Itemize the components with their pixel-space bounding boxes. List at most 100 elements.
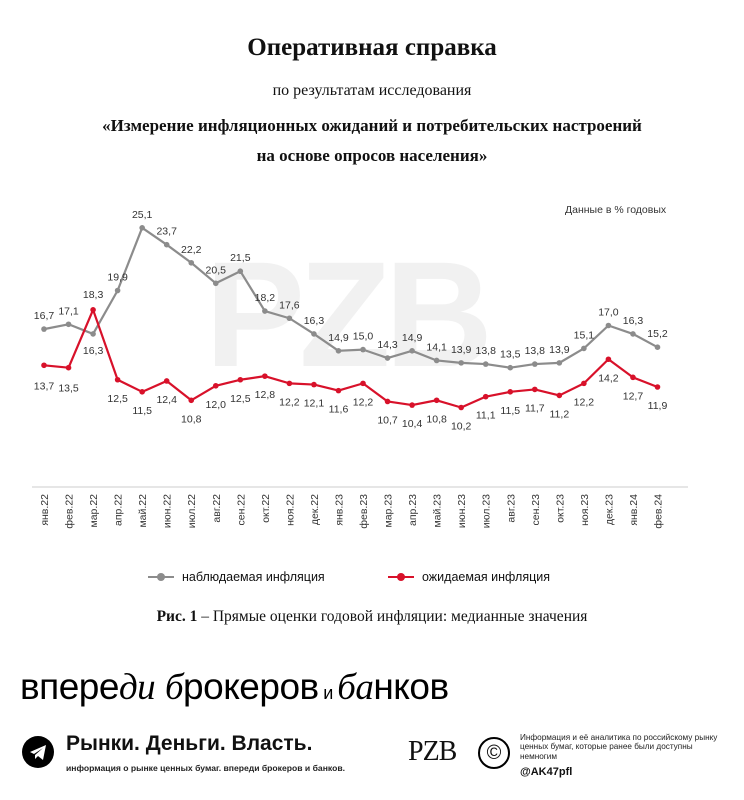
observed-point (90, 331, 96, 337)
units-note: Данные в % годовых (565, 204, 667, 216)
observed-data-label: 20,5 (206, 264, 227, 276)
observed-point (262, 308, 268, 314)
observed-data-label: 18,2 (255, 292, 276, 304)
observed-point (630, 331, 636, 337)
observed-data-label: 17,1 (58, 305, 79, 317)
x-tick-label: сен.23 (530, 494, 542, 526)
expected-point (384, 398, 391, 405)
x-tick-label: янв.23 (333, 494, 345, 526)
x-tick-label: сен.22 (235, 494, 247, 526)
observed-data-label: 14,3 (377, 339, 398, 351)
expected-data-label: 13,5 (58, 383, 79, 395)
expected-point (556, 392, 563, 399)
expected-point (188, 397, 195, 404)
x-tick-label: июл.22 (186, 494, 198, 528)
slogan-part: и (318, 683, 338, 703)
expected-point (41, 362, 47, 369)
expected-point (286, 380, 293, 387)
observed-data-label: 15,2 (647, 328, 668, 340)
legend-observed: наблюдаемая инфляция (148, 570, 325, 584)
observed-point (114, 287, 121, 294)
observed-point (581, 345, 587, 352)
expected-inflation-line (43, 308, 658, 409)
expected-point (65, 364, 72, 371)
expected-point (433, 397, 440, 404)
expected-data-label: 11,5 (500, 405, 520, 417)
slogan-part: б (164, 667, 184, 708)
expected-point (507, 389, 514, 395)
observed-point (409, 348, 415, 354)
expected-data-label: 10,4 (402, 418, 423, 430)
observed-data-label: 15,0 (353, 331, 374, 343)
x-tick-label: ноя.22 (284, 494, 296, 526)
observed-point (605, 322, 612, 329)
page-subtitle: по результатам исследования (272, 82, 472, 99)
expected-data-label: 11,5 (132, 405, 152, 417)
observed-data-label: 21,5 (230, 252, 251, 264)
expected-data-label: 10,8 (426, 413, 447, 425)
slogan-part: впере (20, 666, 119, 707)
legend-expected-marker (388, 573, 414, 581)
channel-handle[interactable]: @AK47pfl (520, 766, 573, 778)
observed-point (237, 268, 244, 275)
observed-data-label: 17,0 (598, 306, 619, 318)
expected-point (114, 376, 121, 383)
expected-point (90, 307, 96, 313)
expected-point (237, 376, 244, 383)
observed-point (507, 364, 514, 371)
observed-point (65, 321, 72, 328)
x-tick-label: июл.23 (481, 494, 493, 528)
expected-point (581, 380, 587, 387)
expected-point (482, 393, 489, 400)
expected-data-label: 12,0 (206, 399, 227, 411)
legend-expected: ожидаемая инфляция (388, 570, 550, 584)
expected-point (163, 378, 170, 384)
x-tick-label: июн.22 (162, 494, 174, 528)
expected-data-label: 10,7 (377, 414, 398, 426)
x-tick-label: июн.23 (456, 494, 468, 528)
observed-data-label: 13,9 (549, 344, 570, 356)
observed-data-label: 14,9 (402, 332, 423, 344)
x-tick-label: фев.22 (64, 494, 76, 529)
channel-description: информация о рынке ценных бумаг. впереди… (66, 763, 345, 773)
expected-point (335, 387, 342, 394)
inflation-chart: янв.22 фев.22 мар.22 апр.22 май.22 июн.22 июл.… (32, 209, 688, 529)
expected-data-label: 12,2 (353, 396, 374, 408)
x-tick-label: дек.23 (603, 494, 615, 525)
telegram-icon[interactable] (22, 736, 54, 768)
observed-data-label: 16,7 (34, 310, 55, 322)
expected-data-label: 12,5 (230, 393, 251, 405)
expected-data-label: 12,5 (107, 393, 128, 405)
observed-point (458, 360, 464, 366)
caption-figure-number: Рис. 1 (156, 608, 198, 625)
legend-observed-label: наблюдаемая инфляция (182, 570, 325, 584)
study-title-line-1: «Измерение инфляционных ожиданий и потре… (102, 116, 642, 135)
expected-data-label: 11,9 (648, 400, 668, 412)
expected-point (458, 404, 464, 411)
channel-name[interactable]: Рынки. Деньги. Власть. (66, 732, 313, 755)
expected-point (605, 356, 612, 363)
x-tick-label: мар.23 (383, 494, 395, 528)
x-tick-label: окт.22 (260, 494, 272, 523)
expected-data-label: 10,2 (451, 421, 472, 433)
expected-point (311, 381, 317, 388)
x-tick-label: май.23 (432, 494, 444, 528)
observed-point (335, 348, 342, 354)
expected-point (630, 374, 636, 381)
observed-data-label: 13,5 (500, 349, 521, 361)
x-tick-label: май.22 (137, 494, 149, 528)
observed-data-label: 15,1 (574, 329, 595, 341)
x-tick-label: окт.23 (554, 494, 566, 523)
expected-data-label: 12,8 (255, 389, 276, 401)
observed-data-label: 14,1 (426, 341, 447, 353)
observed-point (360, 346, 366, 353)
observed-point (212, 280, 219, 287)
observed-data-label: 14,9 (328, 332, 349, 344)
expected-point (262, 373, 268, 379)
x-tick-label: фев.24 (653, 494, 665, 529)
observed-inflation-line (43, 226, 659, 369)
observed-point (433, 357, 440, 364)
expected-data-label: 12,1 (304, 398, 325, 410)
slogan-part: ба (337, 667, 374, 708)
slogan-part: рокеров (183, 666, 319, 707)
